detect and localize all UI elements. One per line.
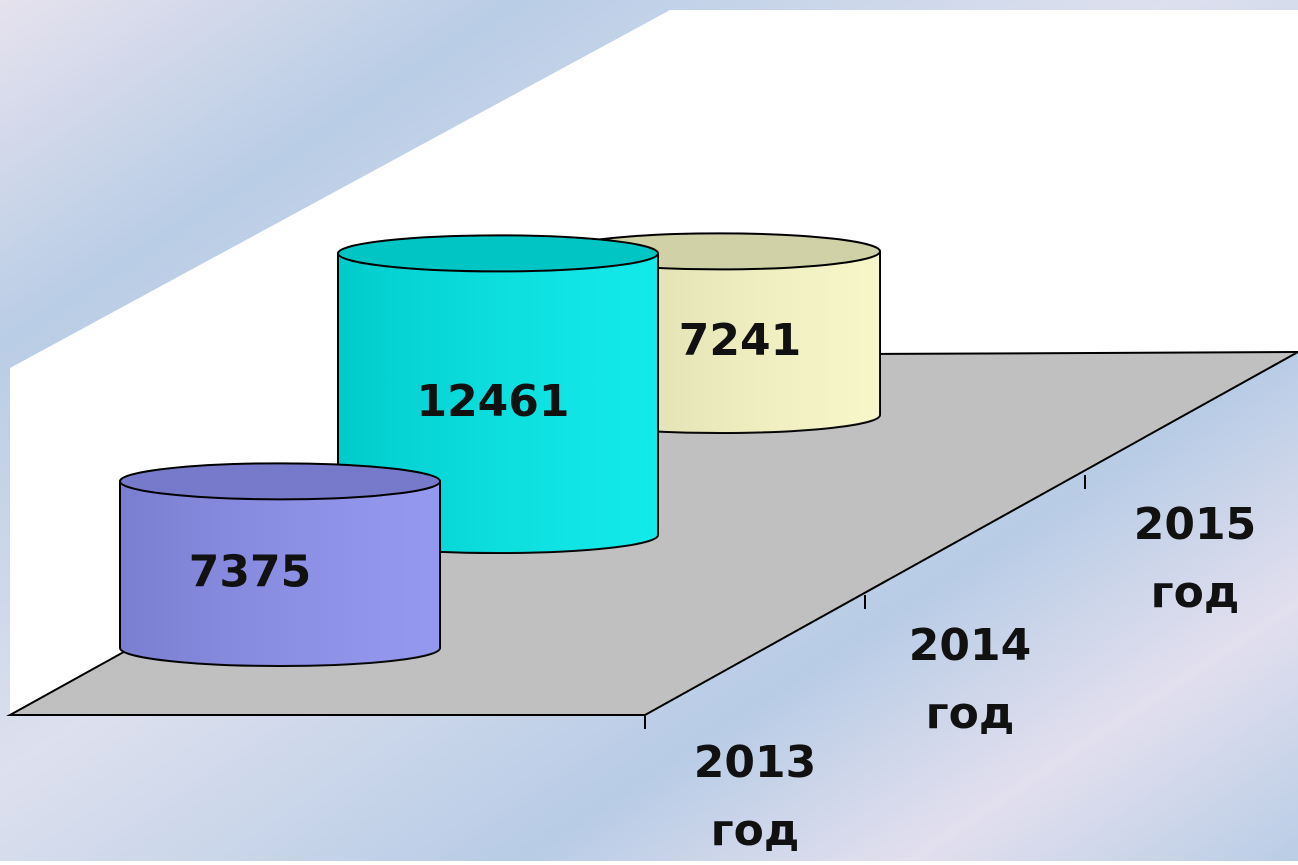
label-line: 2014 — [909, 620, 1031, 671]
label-line: год — [926, 688, 1015, 739]
label-line: год — [711, 805, 800, 856]
cylinder-shade — [120, 481, 440, 666]
x-tick-label: 2014 год — [909, 620, 1031, 739]
x-tick-label: 2015 год — [1134, 499, 1256, 618]
back-wall — [10, 10, 1298, 715]
cylinder-top — [337, 234, 659, 273]
cylinder — [119, 462, 441, 667]
label-line: 2013 — [694, 737, 816, 788]
cylinders: 7241 12461 7375 — [119, 232, 881, 667]
data-label: 7375 — [189, 547, 311, 598]
data-label: 7241 — [679, 315, 801, 366]
cylinder-top — [119, 462, 441, 501]
x-tick-label: 2013 год — [694, 737, 816, 856]
data-label: 12461 — [416, 376, 569, 427]
label-line: год — [1151, 567, 1240, 618]
label-line: 2015 — [1134, 499, 1256, 550]
